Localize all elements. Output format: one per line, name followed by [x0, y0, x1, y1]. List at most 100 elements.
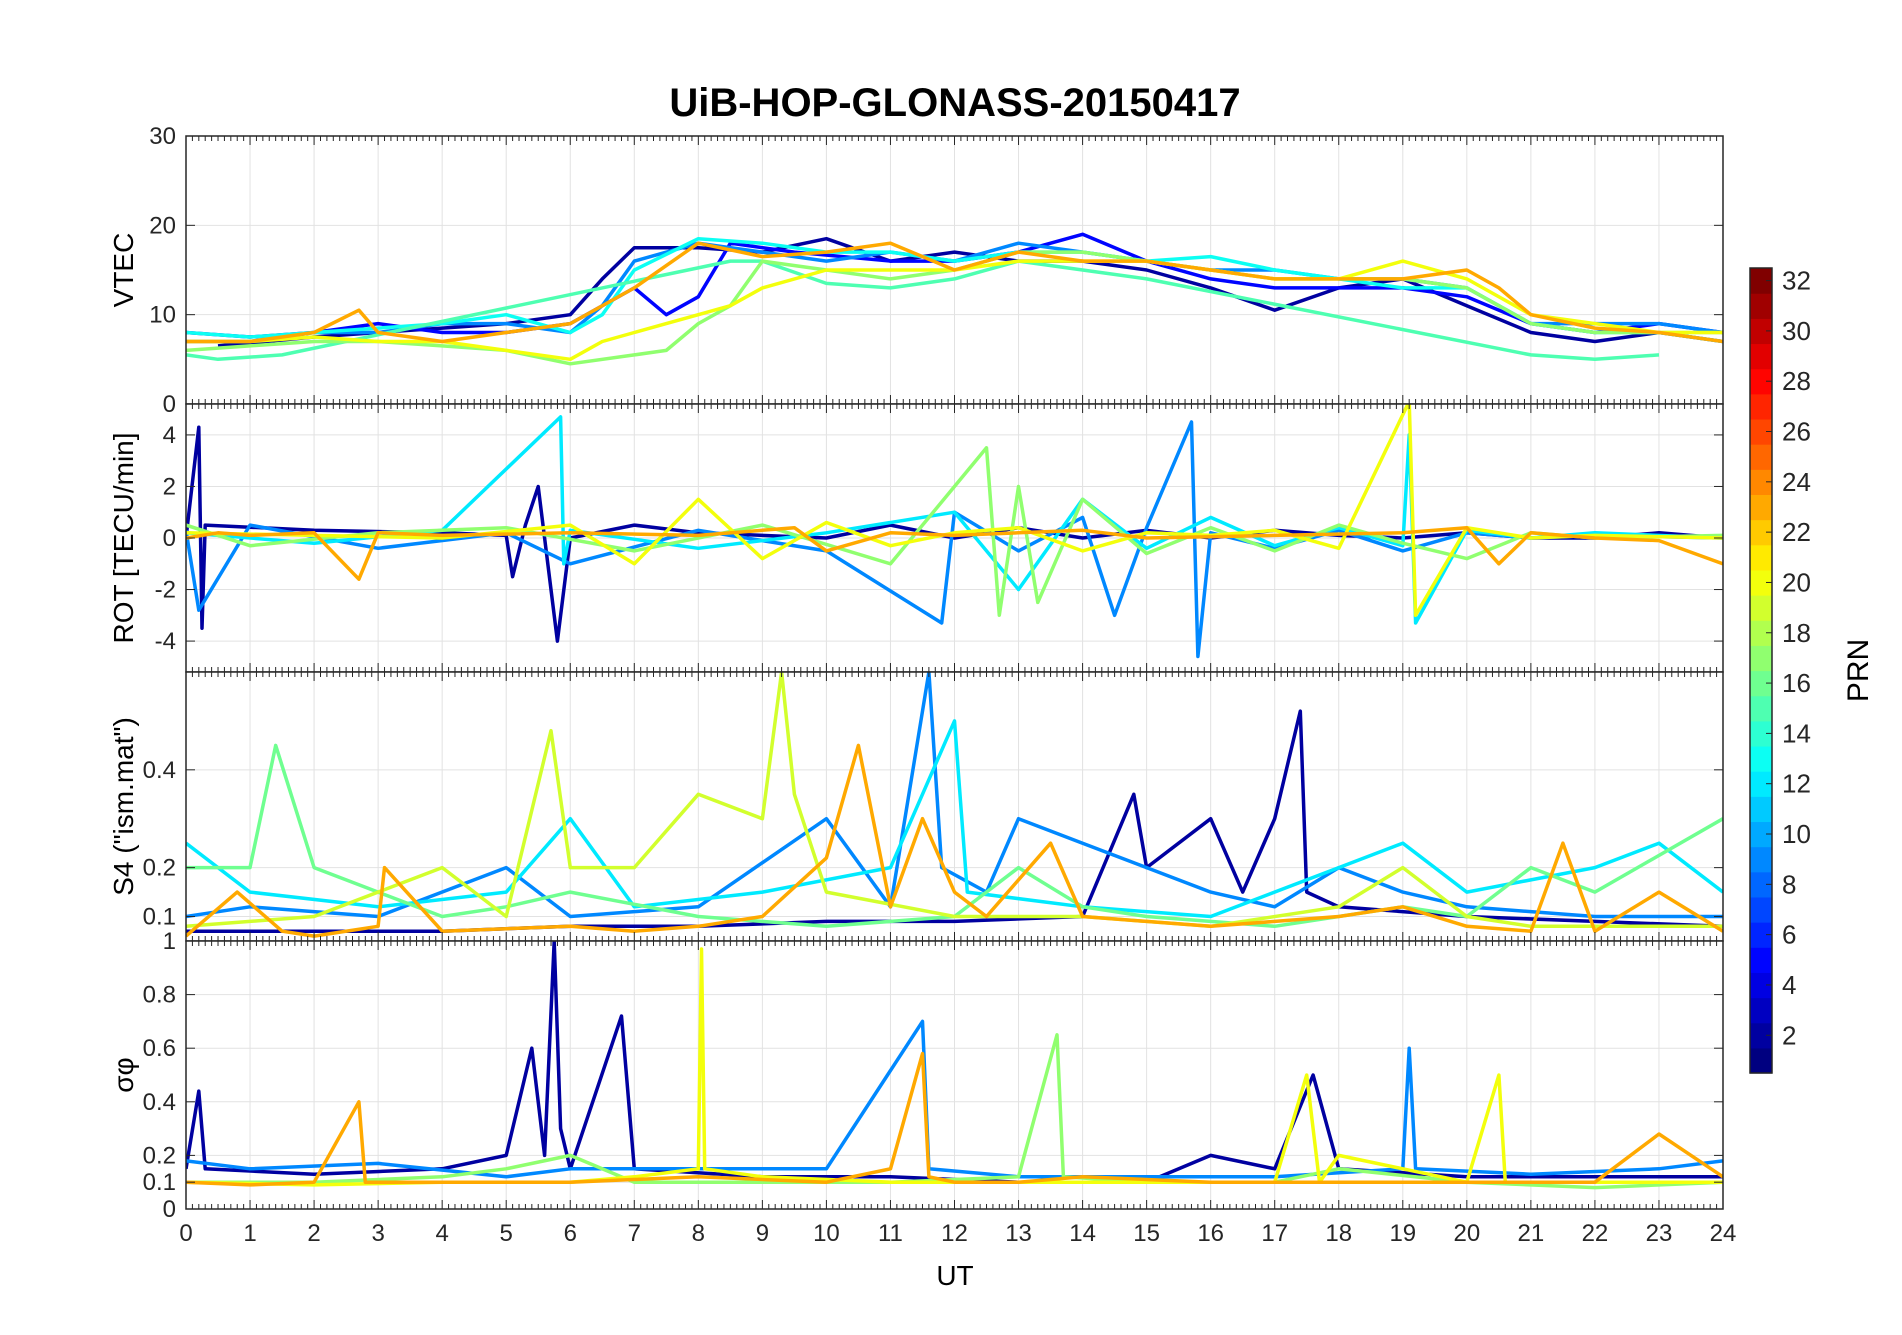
x-tick-label: 22 — [1582, 1220, 1609, 1247]
colorbar-cell — [1750, 1047, 1772, 1074]
colorbar-cell — [1750, 745, 1772, 772]
colorbar-cell — [1750, 620, 1772, 646]
y-tick-label: 0.4 — [143, 1089, 176, 1116]
colorbar-cell — [1750, 494, 1772, 521]
y-ticks: -4 -2 0 2 4 — [155, 422, 1723, 655]
series-line-prn-5 — [186, 232, 1723, 339]
y-tick-label: 2 — [163, 473, 176, 500]
y-tick-label: -4 — [155, 628, 176, 655]
colorbar-cell — [1750, 343, 1772, 370]
colorbar-cell — [1750, 695, 1772, 722]
colorbar-cell — [1750, 1022, 1772, 1049]
colorbar-cell — [1750, 846, 1772, 873]
colorbar-cell — [1750, 293, 1772, 319]
x-tick-label: 9 — [756, 1220, 769, 1247]
x-tick-label: 18 — [1325, 1220, 1352, 1247]
colorbar-cell — [1750, 796, 1772, 823]
x-tick-label: 16 — [1197, 1220, 1224, 1247]
colorbar-cell — [1750, 871, 1772, 898]
x-tick-label: 14 — [1069, 1220, 1096, 1247]
series-line-prn-9 — [186, 1019, 1723, 1179]
y-ticks: 0 10 20 30 — [149, 123, 1723, 418]
y-axis-label-sigma_phi: σφ — [108, 1057, 139, 1092]
colorbar-tick-label: 20 — [1782, 567, 1811, 597]
series-group — [186, 672, 1723, 938]
series-group — [186, 232, 1723, 366]
x-tick-label: 1 — [243, 1220, 256, 1247]
x-tick-label: 11 — [878, 1220, 903, 1247]
colorbar-cell — [1750, 997, 1772, 1024]
x-tick-label: 2 — [307, 1220, 320, 1247]
x-tick-label: 7 — [628, 1220, 641, 1247]
series-line-prn-20 — [186, 404, 1723, 618]
series-group — [186, 941, 1723, 1190]
colorbar-label: PRN — [1842, 639, 1875, 702]
panel-s4: 0.1 0.2 0.4S4 ("ism.mat") — [108, 671, 1724, 942]
series-line-prn-23 — [186, 525, 1723, 581]
colorbar-cell — [1750, 268, 1772, 294]
y-ticks: 0.1 0.2 0.4 — [143, 757, 1723, 931]
x-tick-labels: 0 1 2 3 4 5 6 7 8 9 10 11 12 13 14 15 16 17 18 19 20 21 22 23 24 — [179, 1220, 1736, 1247]
colorbar-tick-label: 16 — [1782, 668, 1811, 698]
y-tick-label: 10 — [149, 302, 176, 329]
x-ticks — [185, 136, 1724, 404]
x-tick-label: 21 — [1518, 1220, 1545, 1247]
x-tick-label: 8 — [692, 1220, 705, 1247]
y-tick-label: 1 — [163, 928, 176, 955]
series-line-prn-23 — [186, 1051, 1723, 1187]
series-line-prn-17 — [186, 250, 1723, 366]
series-line-prn-19 — [186, 672, 1723, 929]
colorbar-tick-label: 6 — [1782, 920, 1796, 950]
y-tick-label: 0 — [163, 525, 176, 552]
colorbar-cell — [1750, 519, 1772, 546]
x-tick-label: 19 — [1389, 1220, 1416, 1247]
colorbar-cell — [1750, 368, 1772, 395]
y-axis-label-rot: ROT [TECU/min] — [108, 432, 139, 643]
panel-vtec: 0 10 20 30 VTEC — [108, 123, 1724, 418]
series-line-prn-23 — [186, 743, 1723, 938]
colorbar-frame — [1749, 267, 1773, 1074]
colorbar-tick-label: 32 — [1782, 266, 1811, 296]
x-ticks — [185, 672, 1724, 941]
colorbar-cell — [1750, 444, 1772, 470]
y-tick-label: -2 — [155, 577, 176, 604]
y-tick-label: 0.6 — [143, 1035, 176, 1062]
colorbar-tick-label: 28 — [1782, 366, 1811, 396]
x-ticks — [185, 941, 1724, 1209]
series-group — [186, 404, 1723, 659]
grid — [185, 404, 1724, 672]
y-tick-label: 0.8 — [143, 982, 176, 1009]
colorbar-tick-label: 26 — [1782, 417, 1811, 447]
figure-title: UiB-HOP-GLONASS-20150417 — [669, 81, 1240, 125]
x-tick-label: 20 — [1453, 1220, 1480, 1247]
y-ticks: 00.10.2 0.4 0.6 0.8 1 — [143, 928, 1723, 1223]
x-tick-label: 24 — [1710, 1220, 1737, 1247]
x-axis-label: UT — [936, 1260, 973, 1291]
colorbar-cell — [1750, 972, 1772, 999]
series-line-prn-17 — [186, 446, 1723, 618]
colorbar-tick-label: 4 — [1782, 970, 1796, 1000]
colorbar-tick-label: 18 — [1782, 618, 1811, 648]
panel-sigma_phi: 00.10.20.40.60.810 1 2 3 4 5 6 7 8 9 10 11 12 13 14 15 1… — [108, 928, 1736, 1247]
series-line-prn-23 — [186, 241, 1723, 344]
y-tick-label: 0.4 — [143, 757, 176, 784]
colorbar-tick-label: 8 — [1782, 869, 1796, 899]
colorbar-tick-label: 30 — [1782, 316, 1811, 346]
colorbar-cell — [1750, 821, 1772, 848]
colorbar-cell — [1750, 469, 1772, 496]
colorbar-cell — [1750, 922, 1772, 948]
x-tick-label: 0 — [179, 1220, 192, 1247]
colorbar-cell — [1750, 947, 1772, 973]
y-tick-label: 0.1 — [143, 1169, 176, 1196]
x-tick-label: 10 — [813, 1220, 840, 1247]
y-axis-label-s4: S4 ("ism.mat") — [108, 717, 139, 896]
y-tick-label: 0.2 — [143, 855, 176, 882]
colorbar-tick-label: 22 — [1782, 517, 1811, 547]
y-axis-label-vtec: VTEC — [108, 233, 139, 308]
series-line-prn-12 — [186, 719, 1723, 919]
colorbar-tick-label: 24 — [1782, 467, 1811, 497]
y-tick-label: 20 — [149, 212, 176, 239]
